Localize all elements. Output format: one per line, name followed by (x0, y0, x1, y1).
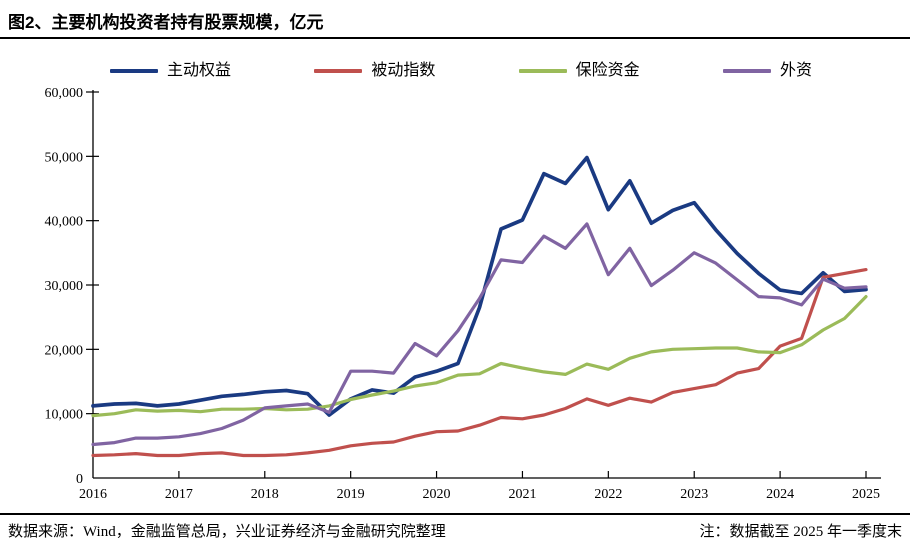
y-tick-label: 60,000 (45, 86, 84, 101)
legend-label: 外资 (779, 62, 812, 79)
data-note-text: 注：数据截至 2025 年一季度末 (699, 524, 902, 540)
legend-label: 保险资金 (575, 62, 640, 79)
legend-line-swatch (110, 69, 158, 73)
page-title: 图2、主要机构投资者持有股票规模，亿元 (8, 13, 324, 32)
series-line-3 (91, 222, 868, 447)
x-tick-label: 2025 (852, 487, 880, 502)
x-tick-label: 2022 (594, 487, 622, 502)
footer: 数据来源：Wind，金融监管总局，兴业证券经济与金融研究院整理 注：数据截至 2… (8, 520, 902, 541)
legend-line-swatch (518, 69, 567, 73)
y-tick-label: 20,000 (45, 343, 84, 358)
y-tick-label: 0 (76, 472, 83, 487)
x-tick-label: 2023 (680, 487, 708, 502)
chart-legend: 主动权益 被动指数 保险资金 外资 (110, 60, 812, 82)
legend-label: 主动权益 (167, 62, 232, 79)
legend-line-swatch (722, 69, 771, 73)
legend-item-insurance-funds: 保险资金 (518, 62, 640, 79)
x-tick-label: 2020 (423, 487, 451, 502)
data-source-text: 数据来源：Wind，金融监管总局，兴业证券经济与金融研究院整理 (8, 524, 446, 540)
y-tick-label: 50,000 (45, 150, 84, 165)
series-line-0 (91, 155, 868, 417)
legend-item-active-equity: 主动权益 (110, 63, 231, 79)
x-tick-label: 2021 (508, 487, 536, 502)
x-tick-label: 2019 (337, 487, 365, 502)
series-line-2 (91, 295, 868, 418)
footer-divider (0, 513, 910, 515)
legend-label: 被动指数 (371, 62, 436, 79)
y-tick-label: 30,000 (45, 279, 84, 294)
legend-item-passive-index: 被动指数 (314, 63, 435, 79)
x-tick-label: 2024 (766, 487, 794, 502)
x-tick-label: 2017 (165, 487, 193, 502)
series-line-1 (91, 268, 868, 458)
x-tick-label: 2016 (79, 487, 107, 502)
y-tick-label: 40,000 (45, 215, 84, 230)
legend-line-swatch (314, 69, 363, 73)
x-tick-label: 2018 (251, 487, 279, 502)
legend-item-foreign-capital: 外资 (722, 62, 812, 79)
y-tick-label: 10,000 (45, 408, 84, 423)
title-divider (0, 37, 910, 39)
